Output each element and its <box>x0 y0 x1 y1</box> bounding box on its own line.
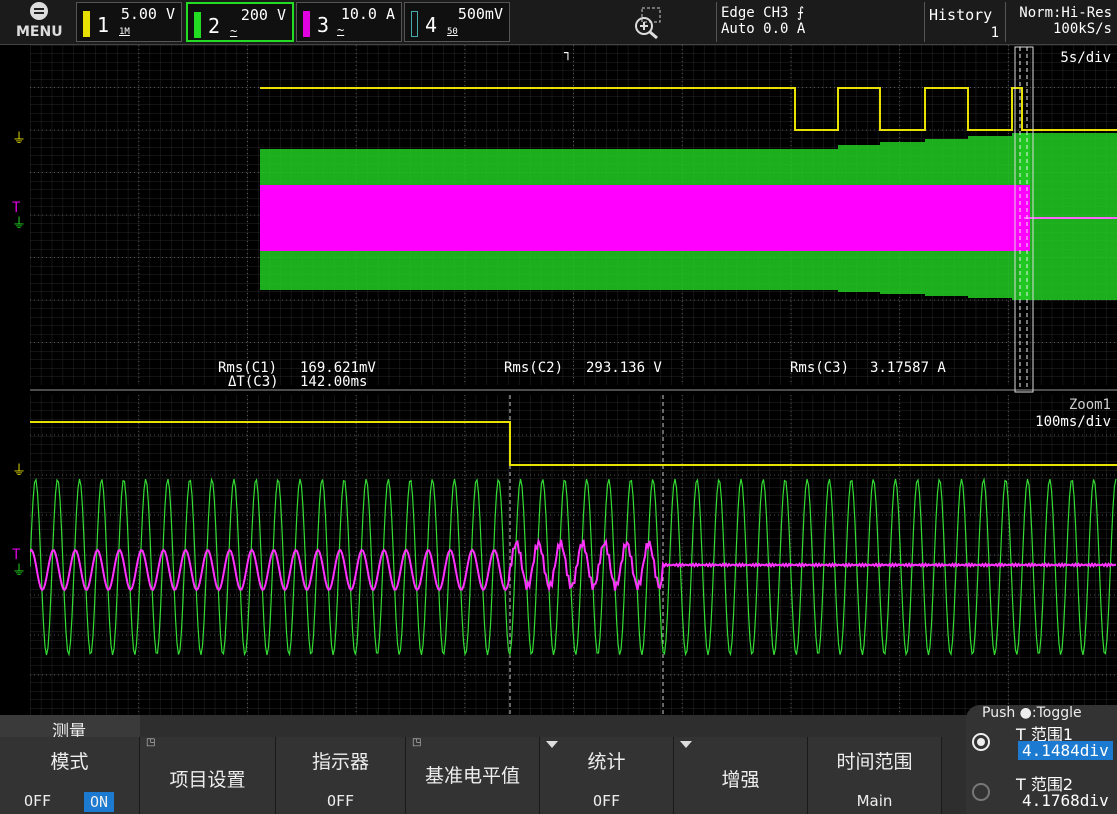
channel-1-scale: 5.00 V <box>120 5 175 23</box>
ch1-trace-main <box>260 87 1117 131</box>
soft-menu: 测量 模式 OFF ON ◳ 项目设置 指示器 OFF ◳ 基准电平值 统计 O… <box>0 705 1117 814</box>
channel-1-box[interactable]: 1 1M 5.00 V <box>76 2 182 42</box>
history-value: 1 <box>990 25 999 41</box>
acquisition-mode: Norm:Hi-Res <box>1019 5 1112 21</box>
ch2-ground-marker-main[interactable]: ⏚ <box>12 216 26 232</box>
submenu-icon: ◳ <box>412 737 422 748</box>
channel-2-number: 2 <box>208 14 221 38</box>
menu-icon <box>30 2 48 20</box>
channel-3-number: 3 <box>317 13 330 37</box>
trigger-line1: Edge CH3 ⨍ <box>721 5 805 21</box>
meas-dt-c3-label: ΔT(C3) <box>228 374 279 390</box>
meas-rms-c1-label: Rms(C1) <box>218 360 278 376</box>
channel-3-scale: 10.0 A <box>340 5 395 23</box>
meas-rms-c2-label: Rms(C2) <box>504 360 564 376</box>
dropdown-arrow-icon <box>680 741 692 748</box>
ref-level-button[interactable]: ◳ 基准电平值 <box>406 737 540 814</box>
range1-label: T 范围1 <box>1016 725 1074 744</box>
channel-1-coupling: 1M <box>119 27 130 37</box>
main-timebase: 5s/div <box>1060 50 1111 66</box>
stats-button[interactable]: 统计 OFF <box>540 737 674 814</box>
waveform-grid: ┐ <box>30 45 1117 715</box>
channel-2-scale: 200 V <box>240 6 286 24</box>
channel-3-coupling: ~ <box>337 23 345 37</box>
ch3-trigger-marker-main[interactable]: T <box>12 200 21 216</box>
meas-rms-c1-value: 169.621mV <box>300 360 376 376</box>
enhance-button[interactable]: 增强 <box>674 737 808 814</box>
indicator-value: OFF <box>326 792 355 810</box>
channel-3-color-bar <box>303 11 310 37</box>
channel-2-box[interactable]: 2 ~ 200 V <box>186 2 294 42</box>
trigger-position-marker: ┐ <box>563 46 572 61</box>
range2-radio-icon[interactable] <box>972 783 990 801</box>
channel-4-box[interactable]: 4 50 500mV <box>404 2 510 42</box>
ch2-trace-zoom <box>30 477 1117 657</box>
sample-rate: 100kS/s <box>1052 21 1112 37</box>
meas-rms-c3-label: Rms(C3) <box>790 360 850 376</box>
time-range-value: Main <box>856 792 893 810</box>
zoom-icon[interactable] <box>630 6 664 40</box>
enhance-label: 增强 <box>721 769 760 791</box>
history-label: History <box>929 6 993 24</box>
channel-4-color-bar <box>411 11 418 37</box>
range1-value[interactable]: 4.1484div <box>1018 741 1113 760</box>
ch1-ground-marker-zoom[interactable]: ⏚ <box>12 463 26 479</box>
ch3-trace-zoom <box>30 537 1117 593</box>
meas-rms-c3-value: 3.17587 A <box>870 360 946 376</box>
range-panel[interactable]: Push ●:Toggle T 范围1 4.1484div T 范围2 4.17… <box>966 705 1117 814</box>
zoom-region-box[interactable] <box>1014 46 1034 393</box>
range2-value[interactable]: 4.1768div <box>1022 791 1109 810</box>
indicator-button[interactable]: 指示器 OFF <box>276 737 406 814</box>
time-range-button[interactable]: 时间范围 Main <box>808 737 942 814</box>
indicator-label: 指示器 <box>311 751 369 773</box>
meas-rms-c2-value: 293.136 V <box>586 360 662 376</box>
ch2-ground-marker-zoom[interactable]: ⏚ <box>12 563 26 579</box>
zoom-timebase: 100ms/div <box>1035 414 1111 430</box>
mode-label: 模式 <box>50 751 89 773</box>
ch3-trigger-marker-zoom[interactable]: T <box>12 547 21 563</box>
channel-2-color-bar <box>194 12 201 38</box>
channel-1-color-bar <box>83 11 90 37</box>
time-range-label: 时间范围 <box>836 751 913 773</box>
softmenu-title-tab: 测量 <box>0 715 140 742</box>
mode-off[interactable]: OFF <box>24 792 52 810</box>
channel-4-number: 4 <box>425 13 438 37</box>
mode-button[interactable]: 模式 OFF ON <box>0 737 140 814</box>
ch1-trace-zoom <box>30 421 1117 466</box>
zoom-label: Zoom1 <box>1068 397 1111 413</box>
channel-3-box[interactable]: 3 ~ 10.0 A <box>296 2 402 42</box>
menu-button[interactable]: MENU <box>8 2 68 42</box>
ref-level-label: 基准电平值 <box>424 765 520 787</box>
item-settings-button[interactable]: ◳ 项目设置 <box>140 737 276 814</box>
submenu-icon: ◳ <box>146 737 156 748</box>
mode-on[interactable]: ON <box>84 792 115 812</box>
range2-label: T 范围2 <box>1016 775 1074 794</box>
stats-label: 统计 <box>587 751 626 773</box>
channel-4-scale: 500mV <box>457 5 503 23</box>
waveform-display[interactable]: ┐ 5s/div Zoom1 100ms/div Rms(C1) 169.621… <box>30 45 1117 715</box>
push-toggle-label: Push ●:Toggle <box>982 705 1082 721</box>
dropdown-arrow-icon <box>546 741 558 748</box>
acquisition-info[interactable]: Norm:Hi-Res 100kS/s <box>1008 2 1116 42</box>
trigger-line2: Auto 0.0 A <box>721 21 806 37</box>
ch1-ground-marker-main[interactable]: ⏚ <box>12 131 26 147</box>
channel-1-number: 1 <box>97 13 110 37</box>
trigger-info[interactable]: Edge CH3 ⨍ Auto 0.0 A <box>716 2 917 42</box>
channel-4-coupling: 50 <box>447 27 458 37</box>
item-settings-label: 项目设置 <box>169 769 246 791</box>
meas-dt-c3-value: 142.00ms <box>300 374 368 390</box>
range1-radio-icon[interactable] <box>972 733 990 751</box>
menu-label: MENU <box>16 24 63 40</box>
stats-value: OFF <box>592 792 621 810</box>
channel-2-coupling: ~ <box>230 24 238 38</box>
history-box[interactable]: History 1 <box>924 2 1006 42</box>
status-header: MENU 1 1M 5.00 V 2 ~ 200 V 3 ~ 10.0 A 4 … <box>0 0 1117 45</box>
